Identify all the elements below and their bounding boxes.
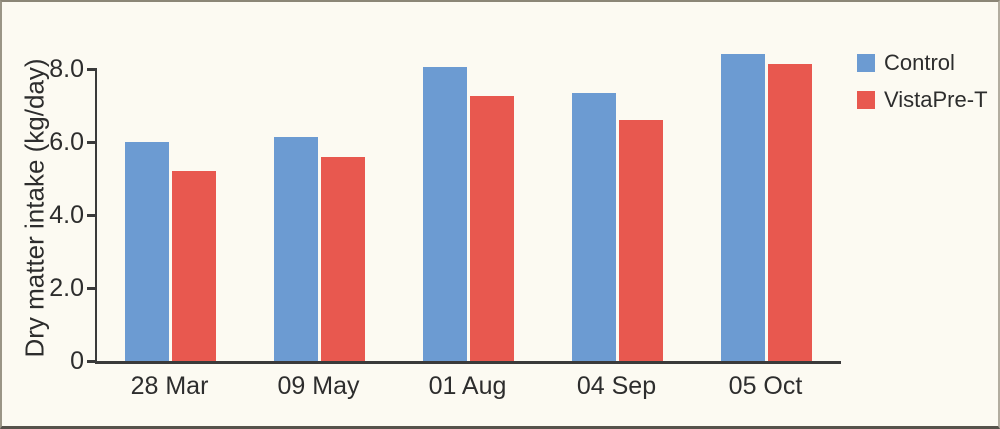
legend-item-vistapre-t: VistaPre-T (857, 87, 988, 113)
bar-vistapre-t-05-oct (767, 63, 812, 361)
legend-label-control: Control (884, 50, 955, 75)
legend-item-control: Control (857, 50, 988, 76)
y-tick-6.0 (87, 141, 96, 144)
y-tick-label-4.0: 4.0 (49, 201, 84, 229)
y-tick-label-2.0: 2.0 (49, 274, 84, 302)
y-tick-0 (87, 360, 96, 363)
x-axis-label-05-oct: 05 Oct (728, 372, 803, 400)
y-tick-8.0 (87, 68, 96, 71)
legend-label-vistapre-t: VistaPre-T (884, 87, 988, 112)
legend-swatch-control-icon (857, 54, 875, 72)
y-tick-label-6.0: 6.0 (49, 128, 84, 156)
legend-swatch-vistapre-t-icon (857, 91, 875, 109)
x-axis-line (95, 361, 841, 364)
bar-vistapre-t-04-sep (618, 120, 663, 361)
bar-vistapre-t-01-aug (469, 96, 514, 361)
x-axis-label-28-mar: 28 Mar (130, 372, 209, 400)
bar-control-28-mar (124, 142, 169, 361)
bar-control-05-oct (720, 54, 765, 361)
y-axis-line (95, 68, 97, 364)
bar-control-04-sep (571, 92, 616, 361)
x-axis-label-01-aug: 01 Aug (428, 372, 507, 400)
y-tick-4.0 (87, 214, 96, 217)
x-axis-label-04-sep: 04 Sep (576, 372, 657, 400)
x-axis-label-09-may: 09 May (277, 372, 360, 400)
bar-control-09-may (273, 136, 318, 361)
bar-vistapre-t-09-may (320, 156, 365, 361)
y-tick-2.0 (87, 287, 96, 290)
y-tick-label-0: 0 (70, 347, 84, 375)
bar-vistapre-t-28-mar (171, 171, 216, 361)
y-tick-label-8.0: 8.0 (49, 55, 84, 83)
bar-control-01-aug (422, 67, 467, 361)
legend: Control VistaPre-T (857, 50, 988, 124)
